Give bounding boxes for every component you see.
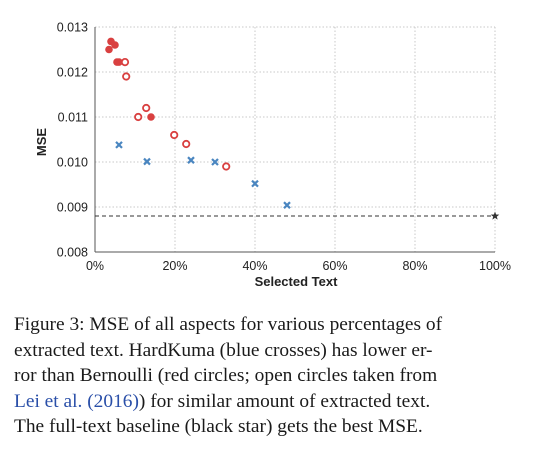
y-tick-label: 0.010 [57,156,88,170]
caption-line-1: Figure 3: MSE of all aspects for various… [14,314,443,335]
y-tick-label: 0.009 [57,201,88,215]
caption-line-2: extracted text. HardKuma (blue crosses) … [14,339,433,361]
bernoulli-open-circle-point [134,112,143,122]
figure-caption: Figure 3: MSE of all aspects for various… [14,312,534,440]
grid-lines [95,26,496,252]
hardkuma-cross-point [283,201,291,209]
citation-link[interactable]: Lei et al. (2016) [14,390,139,412]
tick-labels: 0% 20% 40% 60% 80% 100% 0.008 0.009 0.010 0.011 0.… [57,21,511,274]
bernoulli-filled-circle-point [147,113,155,121]
x-tick-label: 60% [322,259,347,273]
caption-line-4: Lei et al. (2016)) for similar amount of… [14,389,534,415]
y-axis-label: MSE [34,128,49,157]
x-axis-label: Selected Text [255,274,339,289]
mse-scatter-chart: 0% 20% 40% 60% 80% 100% 0.008 0.009 0.010 0.011 0.… [34,21,511,290]
x-tick-label: 0% [86,259,104,273]
bernoulli-filled-circle-point [105,45,113,54]
x-tick-label: 20% [162,259,187,273]
bernoulli-open-circle-point [120,57,130,67]
y-tick-label: 0.012 [57,66,88,80]
x-tick-label: 80% [402,259,427,273]
hardkuma-cross-point [211,158,219,166]
data-points [105,37,500,220]
caption-line-4-post: ) for similar amount of extracted text. [138,390,431,412]
bernoulli-open-circle-point [142,103,151,113]
bernoulli-filled-circle-point [115,58,123,66]
hardkuma-cross-point [251,179,259,188]
bernoulli-open-circle-point [222,162,231,171]
caption-line-3: ror than Bernoulli (red circles; open ci… [14,365,438,386]
x-tick-label: 40% [242,259,267,273]
axes [94,27,495,253]
y-tick-label: 0.011 [58,111,88,125]
y-tick-label: 0.008 [57,246,88,260]
hardkuma-cross-point [187,156,195,164]
caption-line-5: The full-text baseline (black star) gets… [14,416,423,437]
hardkuma-cross-point [143,157,151,166]
bernoulli-open-circle-point [122,72,131,81]
bernoulli-open-circle-point [170,130,179,140]
bernoulli-filled-circle-point [111,41,119,49]
hardkuma-cross-point [115,141,123,149]
y-tick-label: 0.013 [57,21,88,35]
x-tick-label: 100% [479,259,511,273]
bernoulli-open-circle-point [182,139,191,149]
baseline-star-point [490,211,500,220]
